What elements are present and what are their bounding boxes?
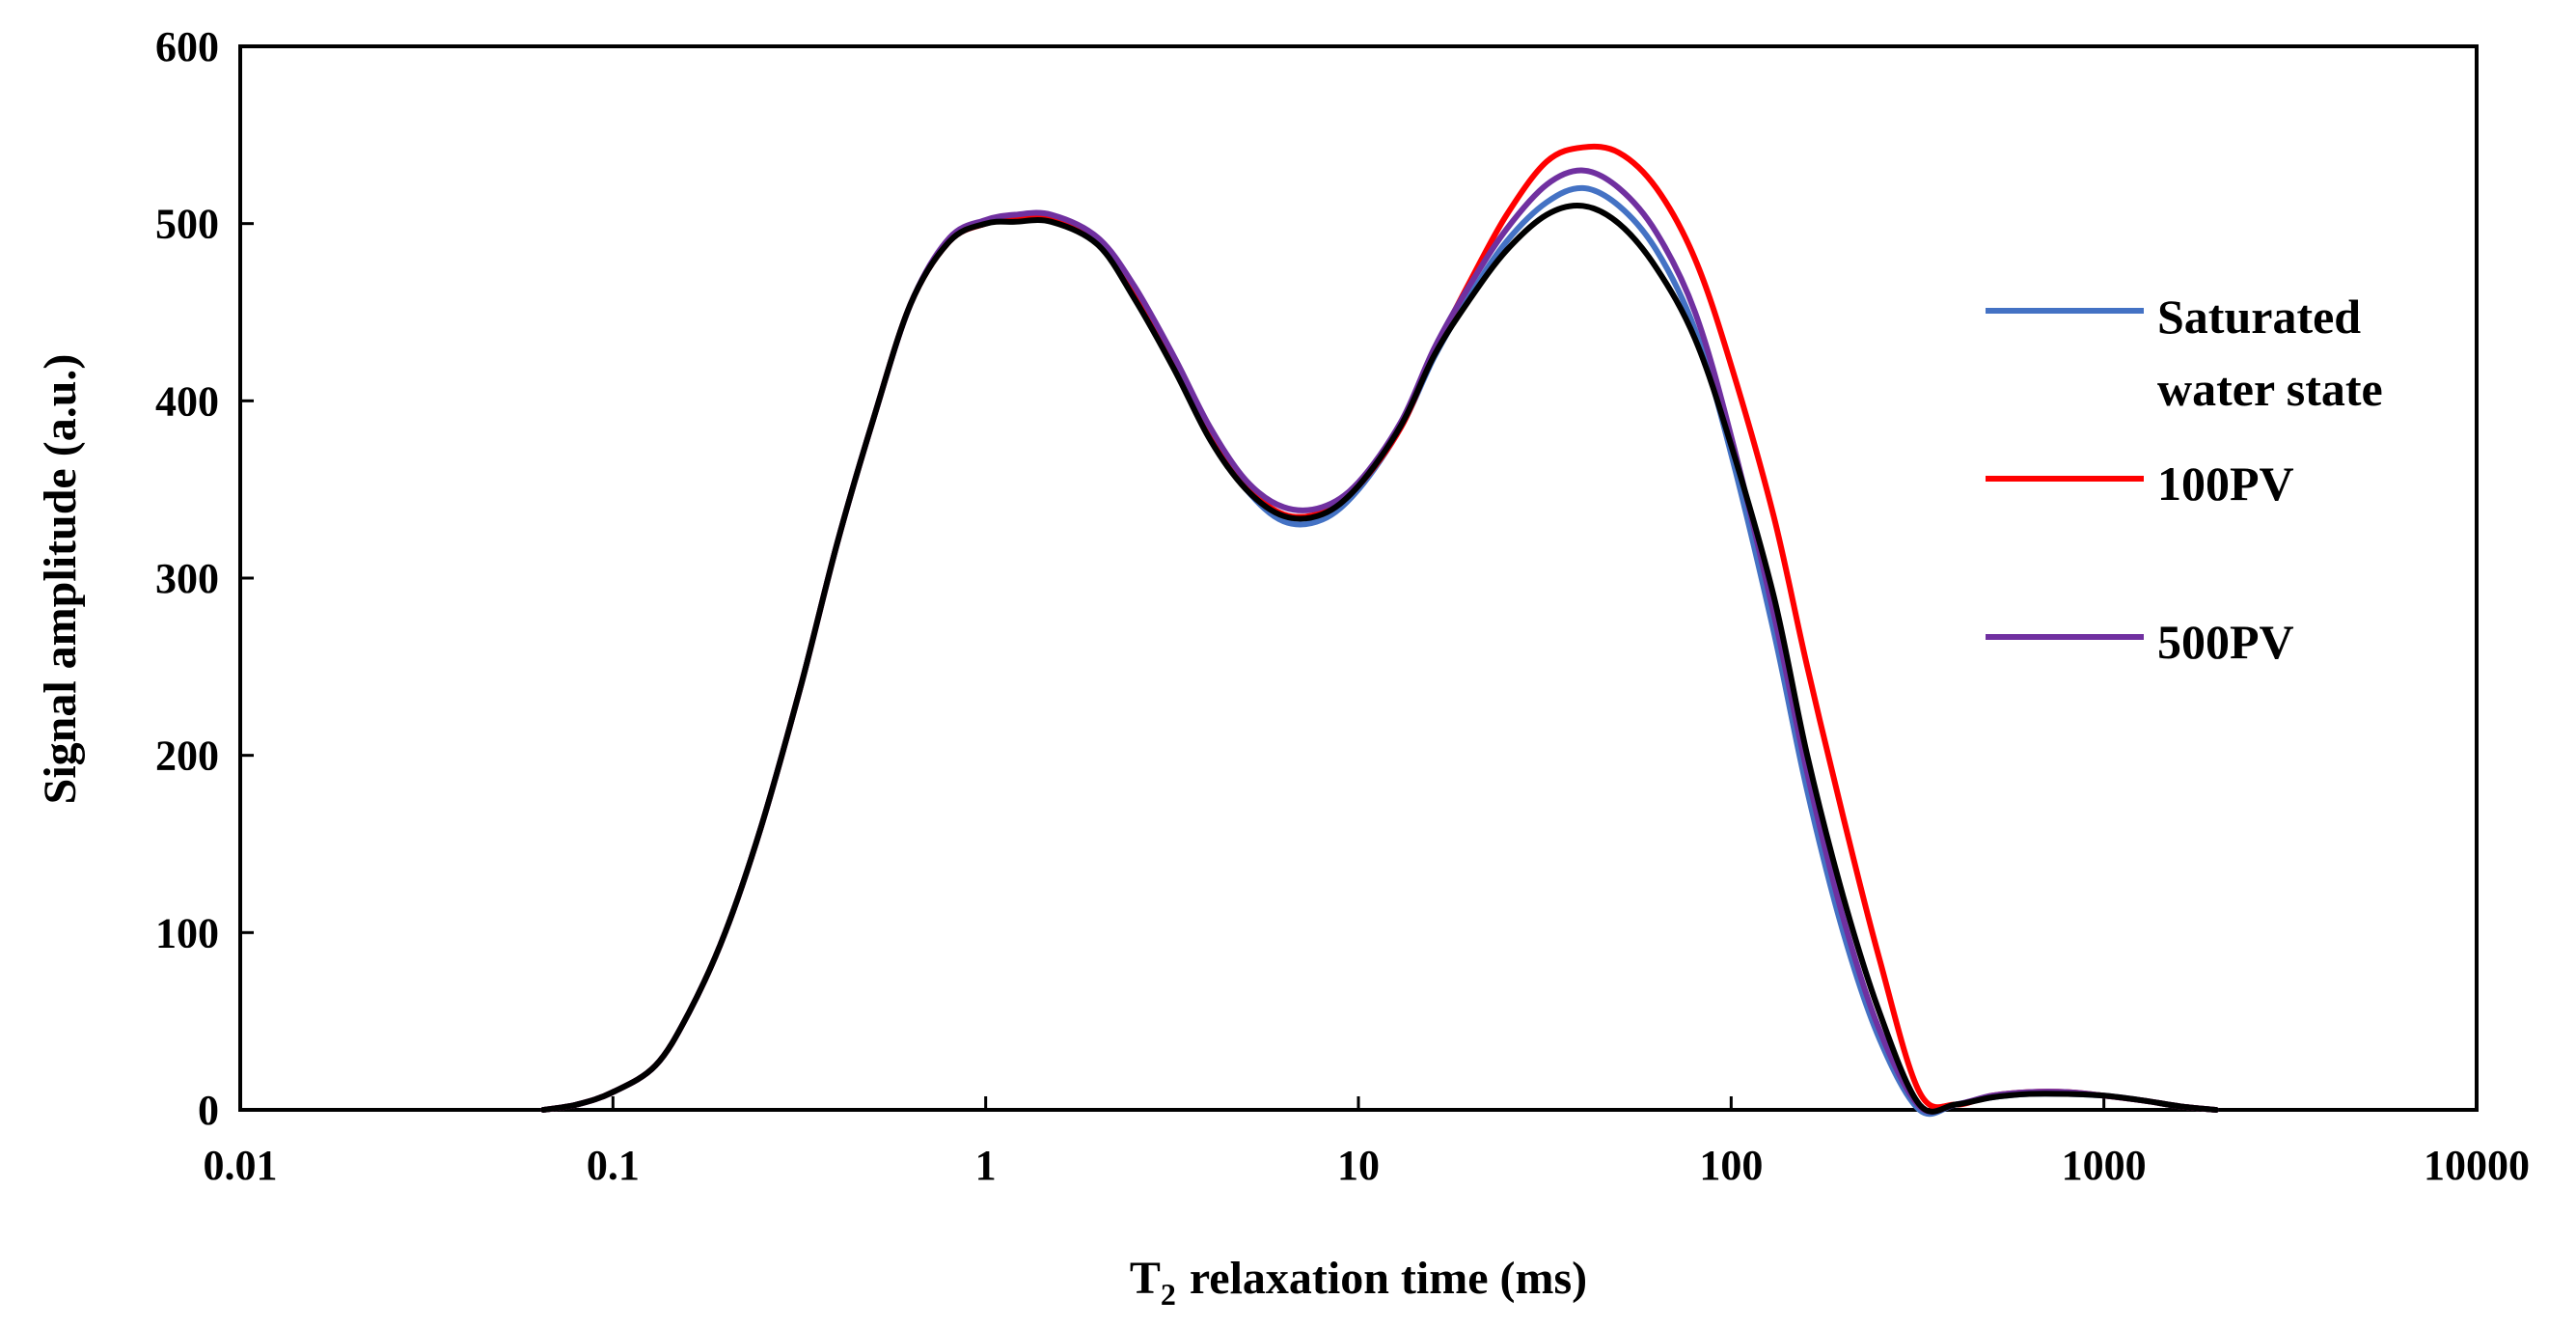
x-tick-label: 0.1	[587, 1142, 640, 1189]
series-line-unlabeled	[540, 202, 2219, 1115]
y-tick-label: 200	[155, 733, 219, 780]
x-axis-title: T2 relaxation time (ms)	[1130, 1253, 1587, 1312]
legend-label: Saturated	[2157, 290, 2361, 344]
y-axis-ticks: 0 100 200 300 400 500 600	[155, 23, 254, 1134]
x-tick-label: 100	[1699, 1142, 1763, 1189]
y-axis-title: Signal amplitude (a.u.)	[35, 354, 86, 805]
x-axis-title-text: relaxation time (ms)	[1190, 1253, 1587, 1304]
x-axis-ticks: 0.01 0.1 1 10 100 1000 10000	[204, 1096, 2530, 1189]
y-tick-label: 400	[155, 377, 219, 425]
x-tick-label: 10	[1337, 1142, 1380, 1189]
x-tick-label: 0.01	[204, 1142, 278, 1189]
legend-label: water state	[2157, 362, 2383, 416]
y-tick-label: 500	[155, 201, 219, 248]
x-axis-title-prefix: T	[1130, 1253, 1161, 1304]
x-axis-title-subscript: 2	[1161, 1277, 1176, 1312]
x-tick-label: 10000	[2424, 1142, 2530, 1189]
y-tick-label: 100	[155, 909, 219, 956]
legend-label: 500PV	[2157, 615, 2294, 669]
plot-area-frame	[238, 44, 2479, 1112]
y-tick-label: 0	[198, 1087, 219, 1134]
x-tick-label: 1	[975, 1142, 997, 1189]
x-tick-label: 1000	[2062, 1142, 2147, 1189]
legend-label: 100PV	[2157, 456, 2294, 511]
series-lines	[540, 143, 2219, 1118]
y-tick-label: 300	[155, 555, 219, 602]
y-tick-label: 600	[155, 23, 219, 70]
legend: Saturated water state 100PV 500PV	[1986, 290, 2383, 669]
